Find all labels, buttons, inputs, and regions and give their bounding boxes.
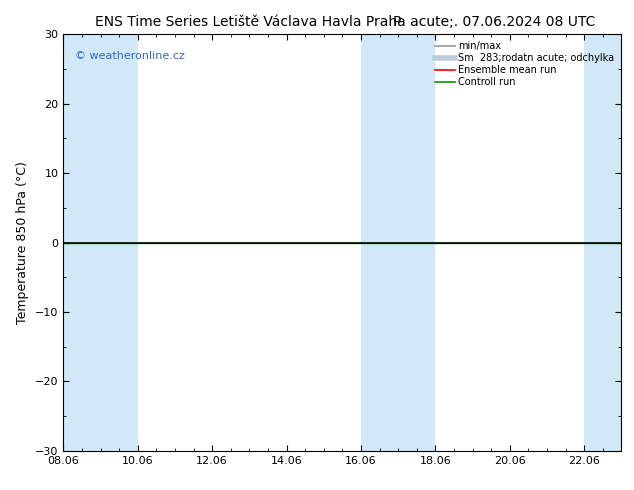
Y-axis label: Temperature 850 hPa (°C): Temperature 850 hPa (°C) — [16, 161, 30, 324]
Bar — [584, 34, 621, 451]
Text: P  acute;. 07.06.2024 08 UTC: P acute;. 07.06.2024 08 UTC — [393, 15, 595, 29]
Bar — [361, 34, 436, 451]
Legend: min/max, Sm  283;rodatn acute; odchylka, Ensemble mean run, Controll run: min/max, Sm 283;rodatn acute; odchylka, … — [433, 39, 616, 89]
Text: © weatheronline.cz: © weatheronline.cz — [75, 51, 184, 61]
Text: ENS Time Series Letiště Václava Havla Praha: ENS Time Series Letiště Václava Havla Pr… — [95, 15, 406, 29]
Bar — [63, 34, 138, 451]
